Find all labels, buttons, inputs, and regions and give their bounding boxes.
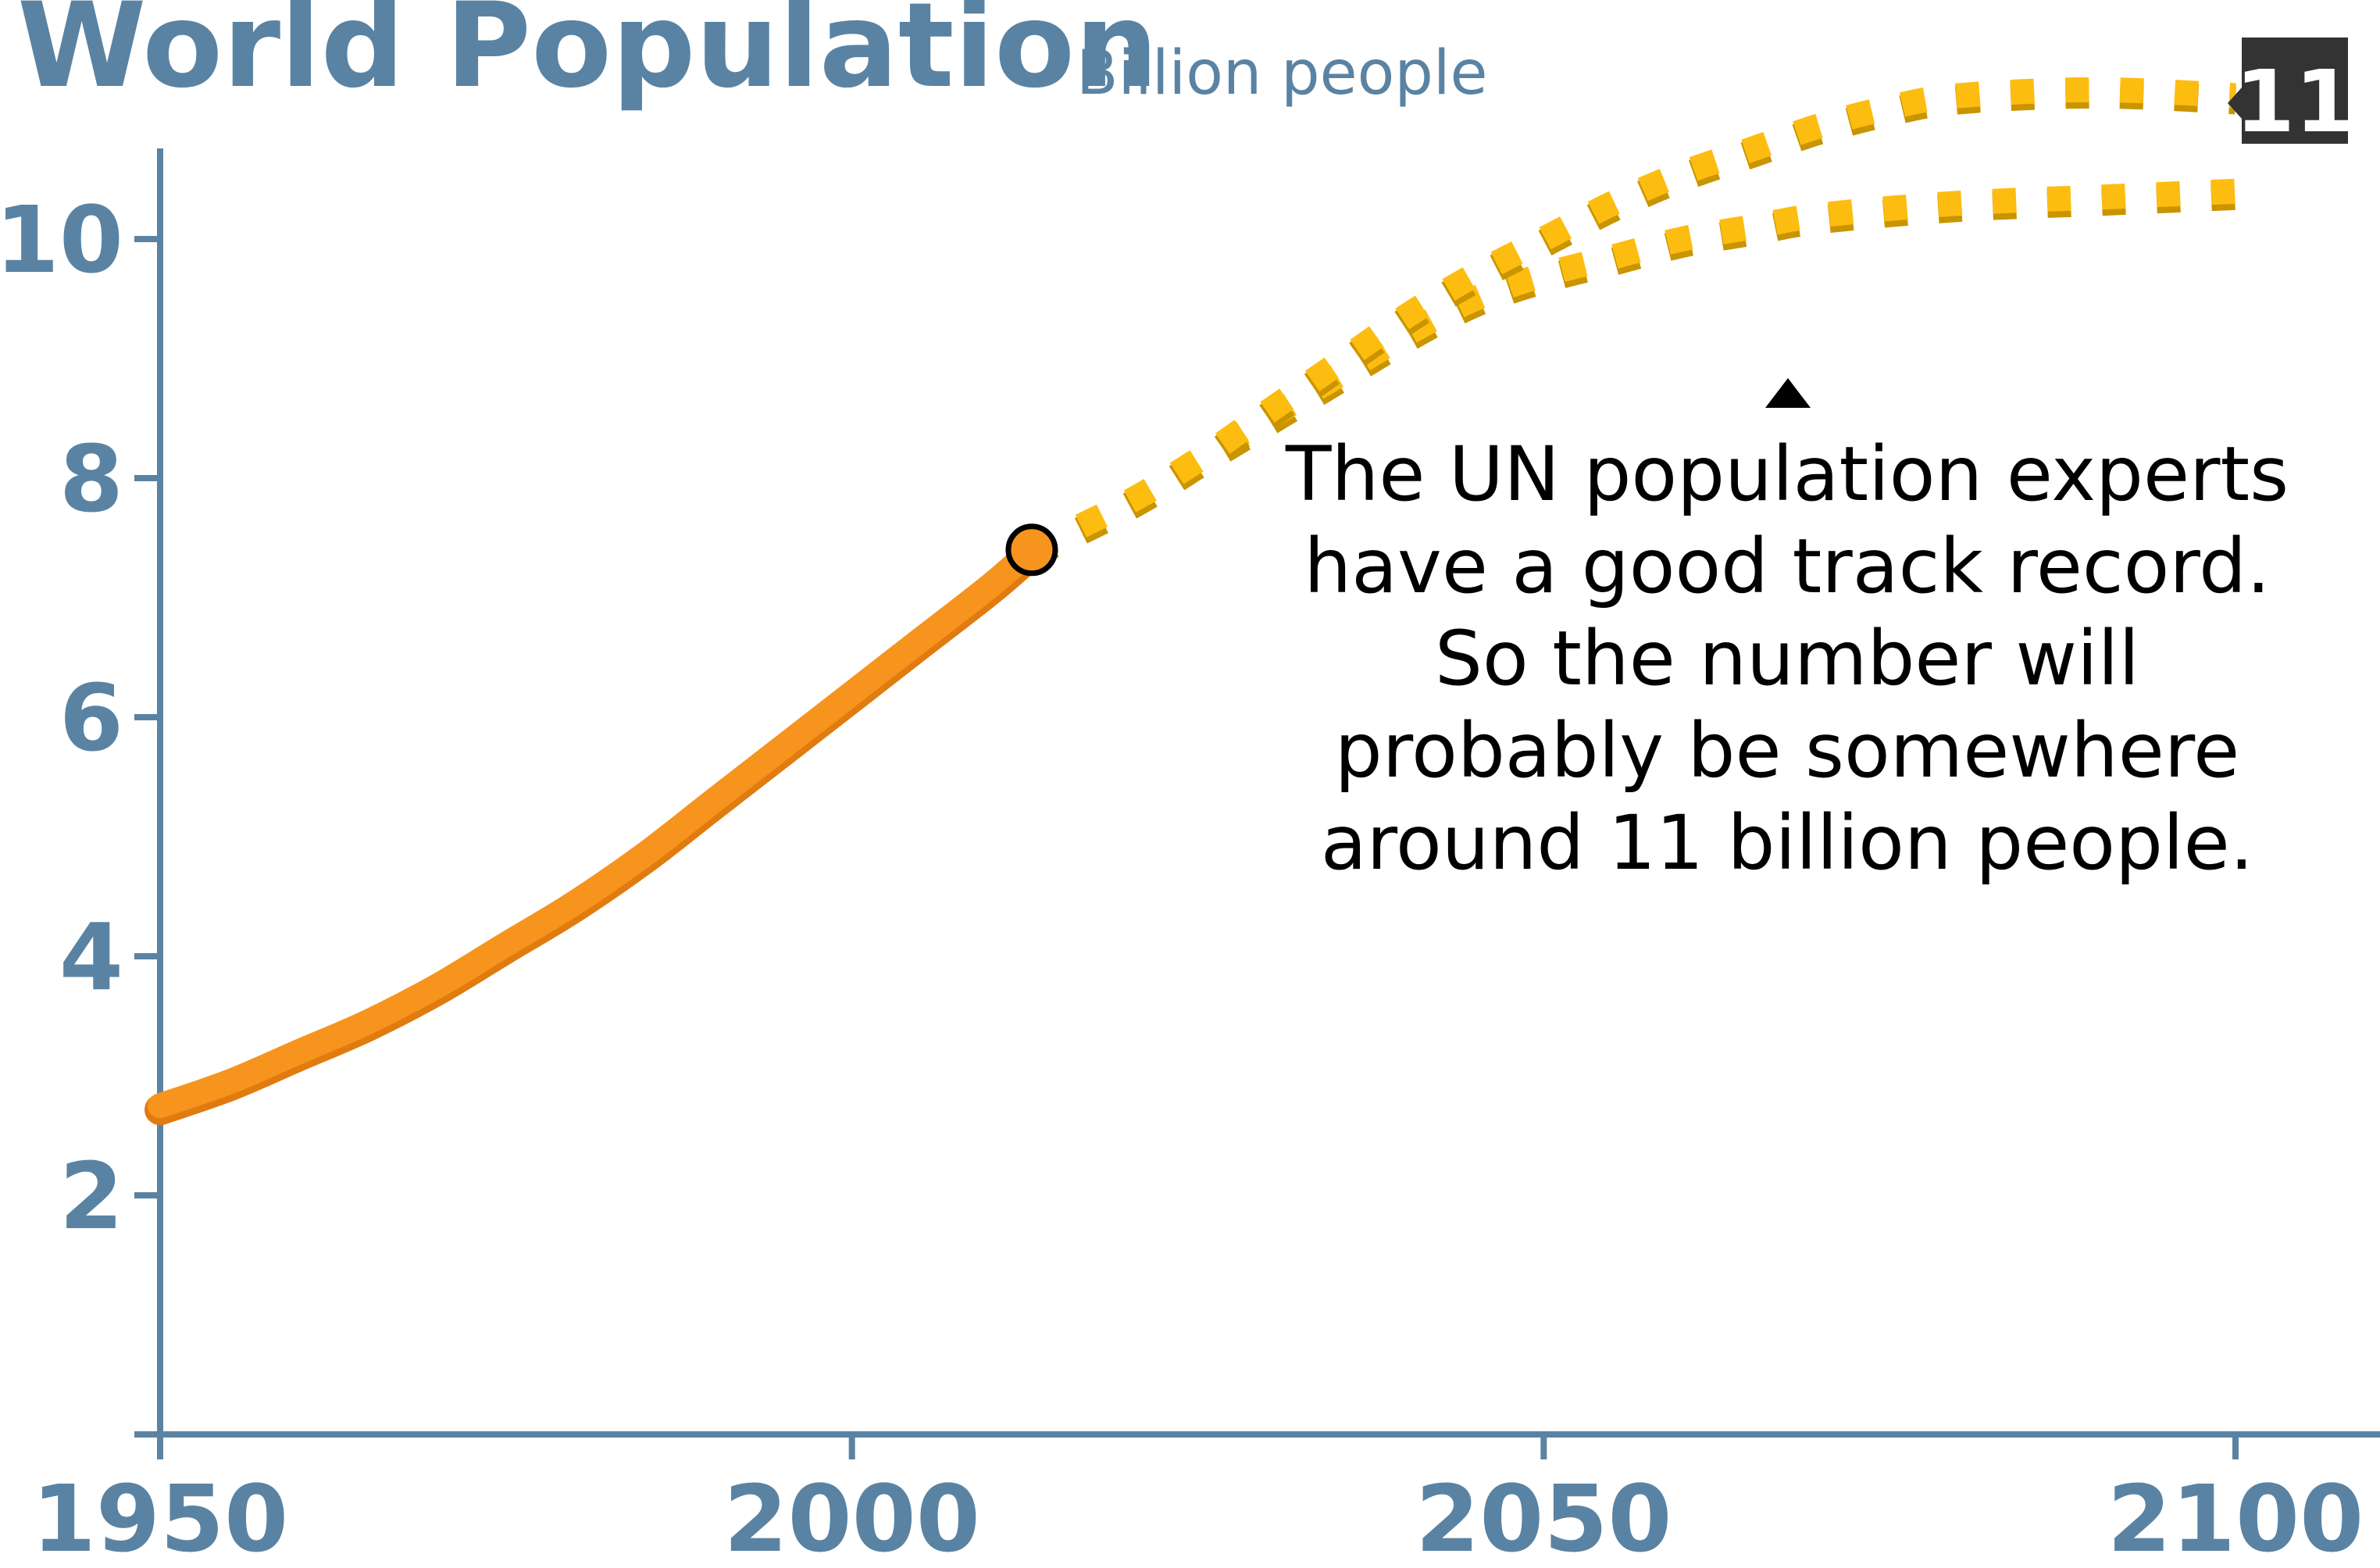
projection-line-1 [1026, 178, 2236, 562]
series-layer [145, 77, 2236, 1126]
y-axis-ticks: 2 4 6 8 10 [0, 186, 160, 1250]
chart-title: World Population [17, 0, 1158, 114]
x-tick-label: 2000 [723, 1465, 979, 1568]
projection-line-2 [1026, 77, 2236, 562]
y-tick-label: 6 [59, 664, 123, 772]
x-axis-ticks: 1950 2000 2050 2100 [32, 1434, 2364, 1568]
y-tick-label: 4 [59, 903, 123, 1011]
badge-label: 11 [2235, 52, 2354, 152]
marker-layer [1005, 523, 1058, 577]
history-line-shadow [145, 538, 1047, 1126]
end-value-badge: 11 [2228, 38, 2355, 152]
y-tick-label: 2 [59, 1142, 123, 1250]
annotation-line: The UN population experts [1285, 430, 2289, 518]
annotation-arrow-icon [1765, 378, 1811, 408]
y-tick-label: 10 [0, 186, 123, 294]
annotation-line: around 11 billion people. [1321, 799, 2253, 887]
annotation-line: probably be somewhere [1335, 707, 2239, 795]
badge-background [2242, 38, 2348, 144]
x-tick-label: 2100 [2107, 1465, 2364, 1568]
history-line [148, 537, 1044, 1119]
current-point-marker [1005, 523, 1058, 577]
y-tick-label: 8 [59, 425, 123, 533]
axes [134, 148, 2380, 1441]
x-tick-label: 2050 [1415, 1465, 1672, 1568]
chart-subtitle: Billion people [1076, 38, 1488, 109]
x-tick-label: 1950 [32, 1465, 288, 1568]
badge-pointer-icon [2228, 88, 2242, 119]
annotation-line: So the number will [1435, 615, 2139, 702]
annotation-line: have a good track record. [1304, 523, 2270, 610]
